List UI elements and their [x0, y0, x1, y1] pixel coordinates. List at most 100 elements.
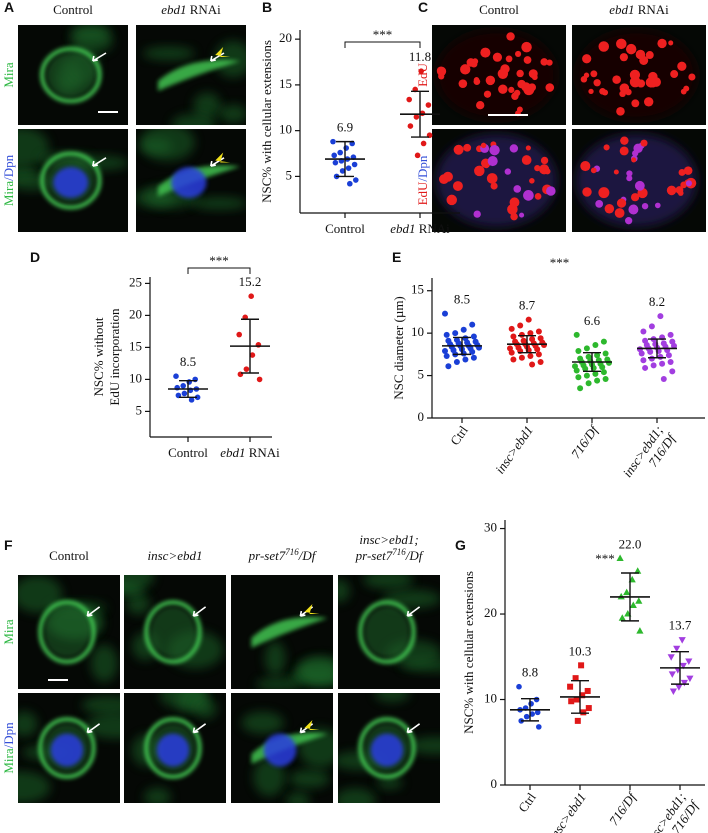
mean-label: 8.5 — [454, 292, 470, 307]
column-header: Control — [53, 2, 93, 17]
nucleus-dot — [458, 79, 468, 88]
nucleus-dot — [534, 164, 541, 172]
tissue-glow — [407, 736, 440, 755]
mean-label: 6.6 — [584, 313, 601, 328]
significance: *** — [595, 551, 615, 566]
data-point — [443, 353, 450, 360]
nucleus-dot — [476, 101, 485, 110]
data-point — [573, 331, 580, 338]
data-point — [188, 397, 195, 403]
data-point — [527, 330, 534, 337]
nucleus-dot — [466, 58, 476, 67]
y-tick-label: 0 — [418, 409, 425, 424]
micrograph — [432, 25, 566, 125]
data-point — [529, 711, 535, 717]
panel-letter: G — [455, 537, 466, 553]
column-header: Control — [479, 2, 519, 17]
y-tick-label: 20 — [279, 30, 292, 45]
cell-body — [44, 606, 90, 658]
tissue-glow — [289, 769, 330, 789]
nucleus-dot — [500, 64, 510, 74]
data-point — [460, 326, 467, 333]
arrow — [406, 723, 421, 734]
nucleus-dot — [540, 156, 549, 165]
mean-label: 10.3 — [569, 643, 592, 658]
data-point — [345, 165, 352, 171]
data-point — [685, 658, 693, 666]
text-run: ebd1 — [161, 2, 186, 17]
data-point — [594, 377, 601, 384]
nucleus-dot — [516, 106, 523, 113]
nucleus-dot — [625, 217, 633, 225]
nucleus-dot — [483, 90, 492, 98]
tissue-glow — [81, 695, 120, 715]
text-run: RNAi — [186, 2, 221, 17]
tissue — [576, 134, 697, 227]
data-point — [330, 138, 336, 145]
data-point — [443, 331, 450, 338]
data-point — [636, 627, 644, 634]
y-axis-label: NSC% without — [91, 317, 106, 396]
nucleus-dot — [545, 83, 555, 92]
dot-plot: E 0 5 10 15 NSC diameter (µm) Ctrl insc>ebd1 716… — [391, 249, 705, 480]
x-tick-label: ebd1 RNAi — [220, 445, 280, 460]
x-tick-label-group: 716/Df — [606, 788, 640, 828]
text-run: 716/Df — [568, 421, 602, 461]
data-point — [583, 372, 590, 379]
nucleus-dot — [529, 178, 535, 184]
nucleus-dot — [539, 164, 550, 175]
x-tick-label: Ctrl — [447, 423, 471, 448]
x-tick-label: insc>ebd1 — [492, 423, 536, 477]
nucleus-dot — [513, 185, 522, 193]
nucleus-dot — [619, 83, 630, 93]
data-point — [517, 322, 524, 329]
nucleus-dot — [641, 202, 649, 210]
arrowhead — [304, 604, 320, 614]
x-tick-label: Control — [325, 221, 365, 236]
row-label: Mira/Dpn — [1, 154, 16, 206]
significance: *** — [209, 253, 229, 268]
text-run: 716/Df — [606, 788, 640, 828]
nucleus — [156, 733, 190, 767]
nucleus-dot — [507, 204, 518, 215]
data-point — [508, 325, 515, 332]
nucleus-dot — [614, 208, 625, 218]
micrograph — [18, 693, 120, 803]
significance-bracket — [187, 267, 251, 274]
data-point — [406, 96, 413, 103]
nucleus-dot — [490, 182, 498, 190]
data-point — [256, 376, 263, 383]
nucleus-dot — [640, 139, 648, 147]
y-tick-label: 25 — [129, 274, 142, 289]
nucleus-dot — [480, 142, 487, 149]
tissue-glow — [376, 776, 403, 790]
row-label: EdU/Dpn — [415, 155, 430, 205]
text-run: Mira — [1, 181, 16, 207]
nucleus-dot — [603, 144, 610, 151]
data-point — [528, 700, 534, 707]
mean-label: 8.2 — [649, 294, 665, 309]
nucleus-dot — [438, 73, 445, 80]
nucleus — [50, 733, 84, 767]
data-point — [606, 359, 612, 366]
data-point — [518, 354, 525, 361]
data-point — [523, 713, 530, 720]
nucleus-dot — [628, 204, 639, 215]
text-run: 716 — [392, 547, 406, 557]
nucleus-dot — [583, 72, 590, 78]
nucleus-dot — [473, 78, 481, 86]
cell-cortex — [358, 717, 416, 779]
text-run: Mira — [1, 62, 16, 88]
arrow — [92, 157, 107, 167]
micrograph — [18, 25, 128, 125]
data-point — [525, 316, 532, 323]
tissue-glow — [193, 92, 221, 118]
y-tick-label: 5 — [418, 367, 425, 382]
panel-letter: C — [418, 0, 428, 15]
x-tick-label-group: 716/Df — [568, 421, 602, 461]
text-run: insc>ebd1 — [148, 548, 203, 563]
nucleus-dot — [629, 76, 641, 88]
data-point — [568, 698, 575, 705]
micrograph — [432, 129, 566, 232]
text-run: /Dpn — [1, 722, 16, 749]
